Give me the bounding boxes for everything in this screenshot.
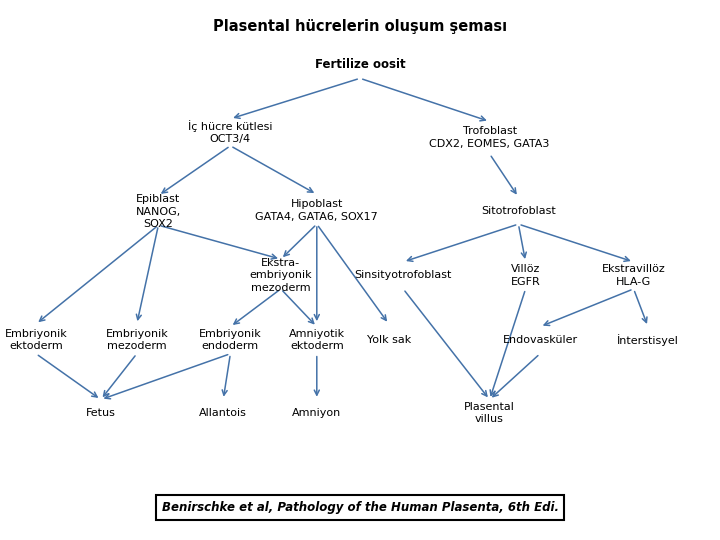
Text: Plasental
villus: Plasental villus — [464, 402, 515, 424]
Text: Fetus: Fetus — [86, 408, 116, 418]
Text: İç hücre kütlesi
OCT3/4: İç hücre kütlesi OCT3/4 — [188, 120, 273, 145]
Text: Epiblast
NANOG,
SOX2: Epiblast NANOG, SOX2 — [136, 194, 181, 229]
Text: İnterstisyel: İnterstisyel — [617, 334, 679, 346]
Text: Benirschke et al, Pathology of the Human Plasenta, 6th Edi.: Benirschke et al, Pathology of the Human… — [161, 501, 559, 514]
Text: Embriyonik
ektoderm: Embriyonik ektoderm — [4, 329, 68, 352]
Text: Fertilize oosit: Fertilize oosit — [315, 58, 405, 71]
Text: Endovasküler: Endovasküler — [503, 335, 577, 345]
Text: Plasental hücrelerin oluşum şeması: Plasental hücrelerin oluşum şeması — [213, 19, 507, 34]
Text: Hipoblast
GATA4, GATA6, SOX17: Hipoblast GATA4, GATA6, SOX17 — [256, 199, 378, 222]
Text: Trofoblast
CDX2, EOMES, GATA3: Trofoblast CDX2, EOMES, GATA3 — [429, 126, 550, 149]
Text: Amniyotik
ektoderm: Amniyotik ektoderm — [289, 329, 345, 352]
Text: Sinsityotrofoblast: Sinsityotrofoblast — [354, 271, 452, 280]
Text: Amniyon: Amniyon — [292, 408, 341, 418]
Text: Villöz
EGFR: Villöz EGFR — [510, 264, 541, 287]
Text: Sitotrofoblast: Sitotrofoblast — [481, 206, 556, 215]
Text: Ekstravillöz
HLA-G: Ekstravillöz HLA-G — [602, 264, 665, 287]
Text: Allantois: Allantois — [199, 408, 247, 418]
Text: Ekstra-
embriyonik
mezoderm: Ekstra- embriyonik mezoderm — [250, 258, 312, 293]
Text: Embriyonik
mezoderm: Embriyonik mezoderm — [105, 329, 168, 352]
Text: Yolk sak: Yolk sak — [366, 335, 411, 345]
Text: Embriyonik
endoderm: Embriyonik endoderm — [199, 329, 262, 352]
